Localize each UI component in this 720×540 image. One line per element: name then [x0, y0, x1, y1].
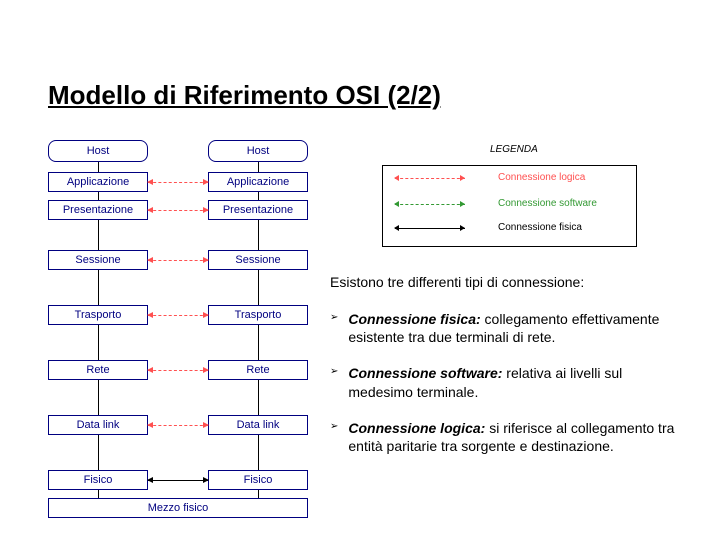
v-connector: [98, 380, 99, 415]
arrow-left-icon: [394, 201, 399, 207]
legend-label: Connessione software: [498, 198, 597, 209]
arrow-left-icon: [394, 225, 399, 231]
bullet-glyph-icon: ➢: [330, 366, 338, 377]
arrow-right-icon: [460, 175, 465, 181]
list-item: ➢ Connessione logica: si riferisce al col…: [330, 419, 690, 455]
legend-sample-line: [395, 204, 465, 205]
physical-link: [148, 480, 208, 481]
host-box: Host: [208, 140, 308, 162]
mezzo-fisico-box: Mezzo fisico: [48, 498, 308, 518]
intro-text: Esistono tre differenti tipi di connessi…: [330, 274, 690, 290]
bullet-text: Connessione logica: si riferisce al coll…: [348, 419, 690, 455]
v-connector: [258, 380, 259, 415]
logical-link: [148, 182, 208, 183]
v-connector: [258, 490, 259, 498]
layer-box: Rete: [208, 360, 308, 380]
bullet-glyph-icon: ➢: [330, 421, 338, 432]
bullet-text: Connessione fisica: collegamento effetti…: [348, 310, 690, 346]
v-connector: [98, 325, 99, 360]
host-box: Host: [48, 140, 148, 162]
layer-box: Presentazione: [208, 200, 308, 220]
arrow-left-icon: [147, 257, 153, 263]
layer-box: Data link: [208, 415, 308, 435]
v-connector: [98, 490, 99, 498]
v-connector: [98, 270, 99, 305]
logical-link: [148, 425, 208, 426]
v-connector: [98, 435, 99, 470]
layer-box: Presentazione: [48, 200, 148, 220]
list-item: ➢ Connessione fisica: collegamento effett…: [330, 310, 690, 346]
arrow-right-icon: [203, 477, 209, 483]
v-connector: [98, 220, 99, 250]
v-connector: [98, 192, 99, 200]
layer-box: Trasporto: [208, 305, 308, 325]
bullet-list: ➢ Connessione fisica: collegamento effett…: [330, 310, 690, 473]
layer-box: Sessione: [208, 250, 308, 270]
layer-box: Applicazione: [208, 172, 308, 192]
legend-frame: Connessione logica Connessione software Co…: [382, 165, 637, 247]
v-connector: [258, 435, 259, 470]
arrow-right-icon: [203, 257, 209, 263]
legend-title: LEGENDA: [490, 144, 538, 155]
bullet-term: Connessione logica:: [348, 420, 485, 436]
arrow-right-icon: [460, 225, 465, 231]
v-connector: [258, 270, 259, 305]
legend-label: Connessione fisica: [498, 222, 582, 233]
arrow-left-icon: [147, 422, 153, 428]
v-connector: [258, 220, 259, 250]
v-connector: [258, 192, 259, 200]
logical-link: [148, 260, 208, 261]
arrow-left-icon: [147, 312, 153, 318]
arrow-right-icon: [203, 367, 209, 373]
arrow-left-icon: [147, 367, 153, 373]
logical-link: [148, 315, 208, 316]
arrow-right-icon: [460, 201, 465, 207]
logical-link: [148, 210, 208, 211]
osi-diagram: Host Host Applicazione Applicazione Presenta…: [48, 140, 328, 520]
bullet-glyph-icon: ➢: [330, 312, 338, 323]
legend-sample-line: [395, 178, 465, 179]
layer-box: Applicazione: [48, 172, 148, 192]
bullet-text: Connessione software: relativa ai livell…: [348, 364, 690, 400]
arrow-left-icon: [394, 175, 399, 181]
layer-box: Sessione: [48, 250, 148, 270]
legend-label: Connessione logica: [498, 172, 585, 183]
arrow-right-icon: [203, 179, 209, 185]
list-item: ➢ Connessione software: relativa ai livel…: [330, 364, 690, 400]
v-connector: [258, 162, 259, 172]
arrow-left-icon: [147, 179, 153, 185]
layer-box: Fisico: [208, 470, 308, 490]
logical-link: [148, 370, 208, 371]
v-connector: [98, 162, 99, 172]
bullet-term: Connessione software:: [348, 365, 502, 381]
arrow-left-icon: [147, 477, 153, 483]
layer-box: Data link: [48, 415, 148, 435]
layer-box: Fisico: [48, 470, 148, 490]
arrow-left-icon: [147, 207, 153, 213]
v-connector: [258, 325, 259, 360]
layer-box: Rete: [48, 360, 148, 380]
arrow-right-icon: [203, 422, 209, 428]
arrow-right-icon: [203, 312, 209, 318]
slide-title: Modello di Riferimento OSI (2/2): [48, 80, 441, 111]
layer-box: Trasporto: [48, 305, 148, 325]
legend-sample-line: [395, 228, 465, 229]
arrow-right-icon: [203, 207, 209, 213]
bullet-term: Connessione fisica:: [348, 311, 480, 327]
